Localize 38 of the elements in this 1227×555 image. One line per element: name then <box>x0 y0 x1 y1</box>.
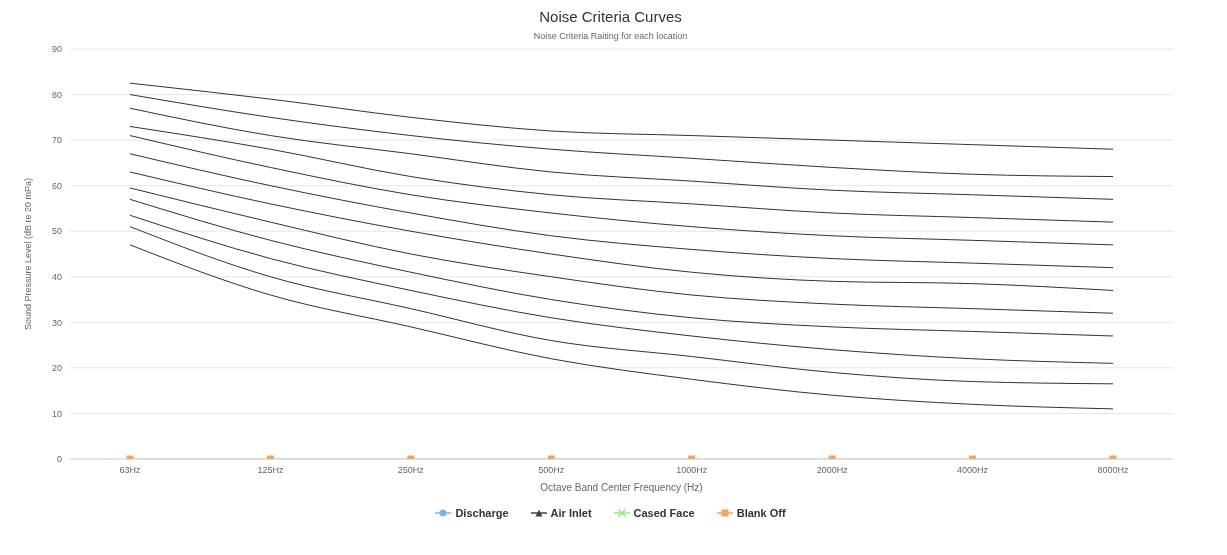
x-tick-label: 2000Hz <box>816 465 849 476</box>
line-series <box>129 171 1114 291</box>
x-tick-label: 1000Hz <box>676 465 708 476</box>
legend-label: Cased Face <box>633 507 695 519</box>
line-series <box>129 125 1114 223</box>
legend-label: Discharge <box>455 507 509 519</box>
x-tick-label: 8000Hz <box>1097 465 1130 476</box>
y-tick-label: 80 <box>51 89 62 100</box>
legend-label: Air Inlet <box>550 507 592 519</box>
x-tick-label: 500Hz <box>538 465 565 476</box>
line-series <box>129 187 1114 314</box>
line-series <box>129 107 1114 200</box>
line-series <box>129 153 1114 269</box>
y-tick-label: 50 <box>51 226 62 237</box>
line-series <box>129 198 1114 337</box>
y-tick-label: 0 <box>56 454 62 465</box>
x-tick-label: 63Hz <box>119 465 141 476</box>
line-series <box>129 94 1114 178</box>
y-tick-label: 20 <box>51 363 62 374</box>
line-series <box>129 135 1114 246</box>
y-tick-label: 40 <box>51 271 62 282</box>
chart-subtitle: Noise Criteria Raiting for each location <box>532 31 689 41</box>
y-tick-label: 10 <box>51 408 62 419</box>
line-series <box>129 226 1114 385</box>
line-series <box>129 244 1114 410</box>
y-tick-label: 30 <box>51 317 62 328</box>
y-axis-title: Sound Pressure Level (dB re 20 mPa) <box>23 177 34 331</box>
legend-label: Blank Off <box>736 507 786 519</box>
x-tick-label: 250Hz <box>397 465 425 476</box>
line-series <box>129 82 1114 150</box>
x-tick-label: 4000Hz <box>957 465 989 476</box>
x-axis-title: Octave Band Center Frequency (Hz) <box>540 482 703 493</box>
y-tick-label: 90 <box>51 44 62 55</box>
y-tick-label: 60 <box>51 180 62 191</box>
line-series <box>129 214 1114 364</box>
y-tick-label: 70 <box>51 135 62 146</box>
x-tick-label: 125Hz <box>257 465 284 476</box>
chart-title: Noise Criteria Curves <box>538 8 683 25</box>
